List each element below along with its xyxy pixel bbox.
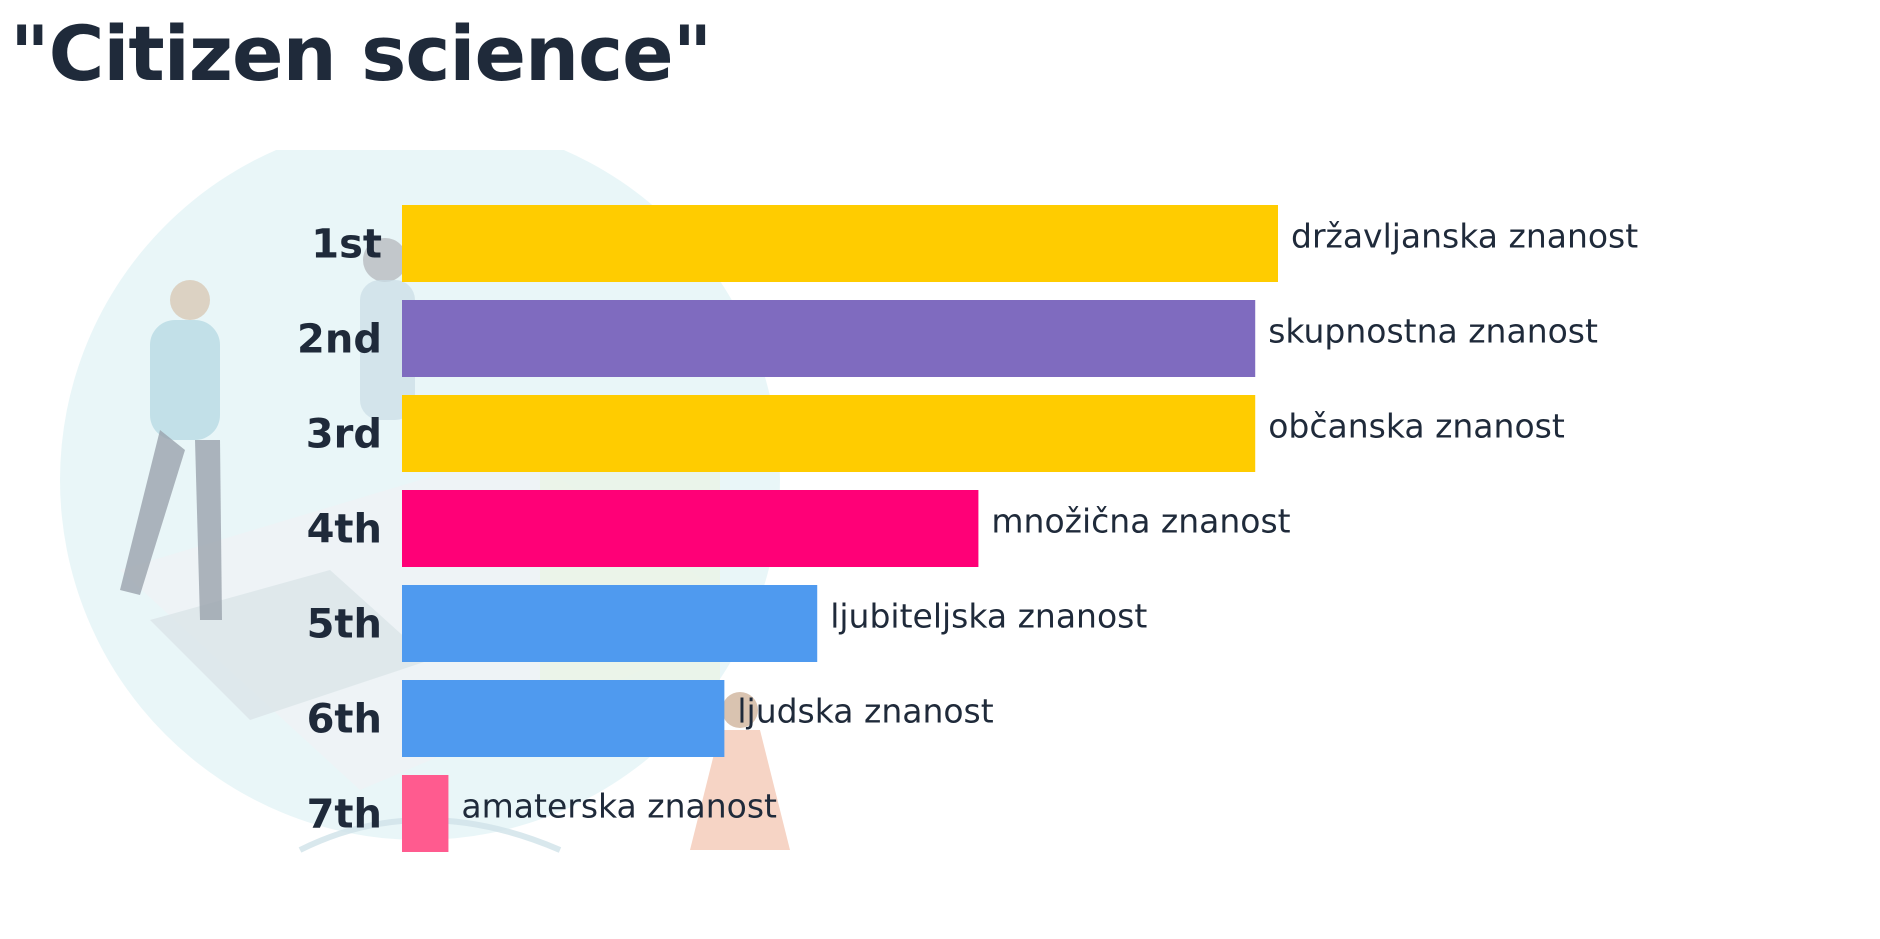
rank-label: 1st — [311, 222, 382, 268]
rank-label: 2nd — [297, 317, 382, 363]
rank-label: 6th — [307, 697, 382, 743]
bar — [402, 490, 979, 567]
page-title: "Citizen science" — [10, 9, 712, 98]
bar-label: državljanska znanost — [1291, 217, 1638, 256]
rank-label: 4th — [307, 507, 382, 553]
bar-label: množična znanost — [991, 502, 1290, 541]
rank-label: 7th — [307, 792, 382, 838]
bar-label: amaterska znanost — [461, 787, 777, 826]
bar — [402, 205, 1278, 282]
bar — [402, 680, 725, 757]
bar — [402, 775, 449, 852]
bar — [402, 395, 1256, 472]
rank-label: 3rd — [306, 412, 382, 458]
rank-label: 5th — [307, 602, 382, 648]
bar-label: občanska znanost — [1268, 407, 1565, 446]
bar — [402, 300, 1256, 377]
bar-label: ljubiteljska znanost — [830, 597, 1147, 636]
bar — [402, 585, 818, 662]
bar-label: skupnostna znanost — [1268, 312, 1598, 351]
bar-label: ljudska znanost — [737, 692, 993, 731]
